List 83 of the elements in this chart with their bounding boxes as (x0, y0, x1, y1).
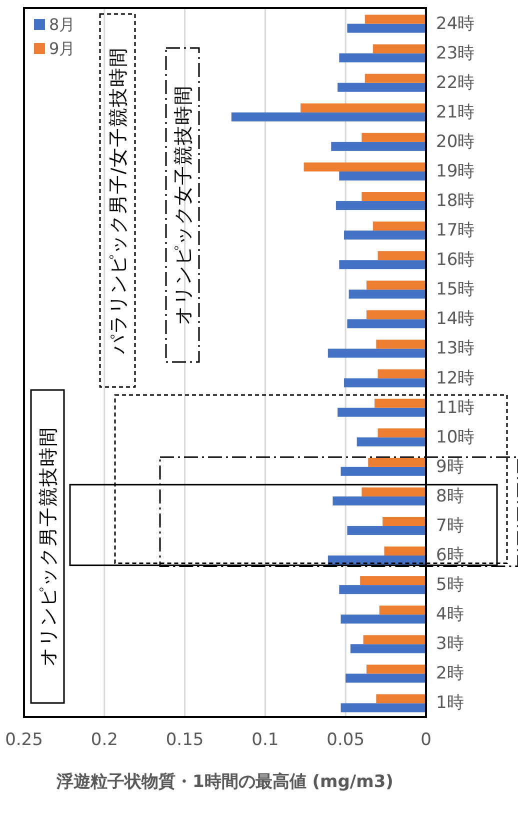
y-tick-label: 13時 (436, 338, 475, 359)
bar (363, 635, 426, 644)
bar (347, 526, 426, 535)
y-tick-label: 20時 (436, 132, 475, 152)
bar (372, 44, 426, 54)
bar (376, 694, 426, 704)
bar (346, 674, 426, 683)
bar (231, 112, 426, 122)
legend-label: 9月 (49, 39, 76, 58)
y-tick-label: 7時 (436, 516, 464, 536)
y-tick-label: 5時 (436, 575, 464, 596)
y-tick-label: 15時 (436, 280, 475, 300)
bar (356, 437, 426, 446)
bar (344, 378, 426, 388)
y-tick-label: 18時 (436, 191, 475, 212)
bar (338, 408, 426, 417)
bar (360, 576, 426, 586)
bar (378, 369, 426, 378)
bar (336, 201, 426, 210)
y-tick-label: 9時 (436, 456, 464, 477)
y-tick-label: 14時 (436, 309, 475, 330)
bar (366, 664, 426, 674)
bar (368, 458, 426, 467)
bar (331, 142, 426, 151)
bar (364, 74, 426, 83)
x-tick-label: 0.2 (90, 730, 118, 750)
y-tick-label: 2時 (436, 664, 464, 684)
bar (328, 348, 426, 358)
x-tick-label: 0.1 (252, 730, 279, 750)
bar (347, 24, 426, 33)
y-tick-label: 21時 (436, 102, 475, 122)
y-tick-label: 12時 (436, 368, 475, 388)
bar (366, 280, 426, 290)
bar (364, 14, 426, 24)
x-tick-label: 0 (420, 730, 432, 750)
bar (362, 132, 426, 142)
y-tick-label: 23時 (436, 43, 475, 64)
annotation: オリンピック男子競技時間 (38, 426, 60, 666)
y-tick-label: 6時 (436, 546, 464, 566)
bar (366, 310, 426, 320)
x-tick-label: 0.15 (166, 730, 204, 750)
bar (379, 606, 426, 615)
y-tick-label: 24時 (436, 14, 475, 34)
bar (362, 487, 426, 496)
y-tick-label: 22時 (436, 72, 475, 93)
bar (339, 260, 426, 270)
bar (376, 340, 426, 349)
bar (332, 496, 426, 506)
bar (344, 230, 426, 240)
y-tick-label: 17時 (436, 220, 475, 241)
bar (338, 82, 426, 92)
bar (348, 290, 426, 299)
bar (340, 614, 426, 624)
bar (339, 171, 426, 180)
x-axis-title: 浮遊粒子状物質・1時間の最高値 (mg/m3) (56, 772, 394, 792)
y-tick-label: 3時 (436, 634, 464, 654)
y-tick-label: 8時 (436, 486, 464, 506)
legend-label: 8月 (49, 15, 76, 34)
bar (378, 428, 426, 438)
bar (378, 251, 426, 260)
bar (339, 53, 426, 62)
y-tick-label: 16時 (436, 250, 475, 270)
bar (339, 585, 426, 594)
bar (340, 466, 426, 476)
x-tick-label: 0.05 (326, 730, 365, 750)
y-tick-label: 4時 (436, 604, 464, 625)
y-tick-label: 1時 (436, 693, 464, 714)
bar (374, 398, 426, 408)
bar (340, 703, 426, 712)
bar (384, 546, 426, 556)
annotation: パラリンピック男子/女子競技時間 (108, 46, 130, 356)
y-tick-label: 10時 (436, 427, 475, 448)
bar (372, 222, 426, 231)
x-tick-label: 0.25 (5, 730, 43, 750)
y-tick-label: 19時 (436, 161, 475, 182)
annotation: オリンピック女子競技時間 (172, 85, 194, 325)
bar (347, 319, 426, 328)
bar (382, 516, 426, 526)
bar (362, 192, 426, 202)
y-tick-label: 11時 (436, 398, 475, 418)
bar (350, 644, 426, 654)
bar (300, 103, 426, 112)
bar (304, 162, 426, 172)
